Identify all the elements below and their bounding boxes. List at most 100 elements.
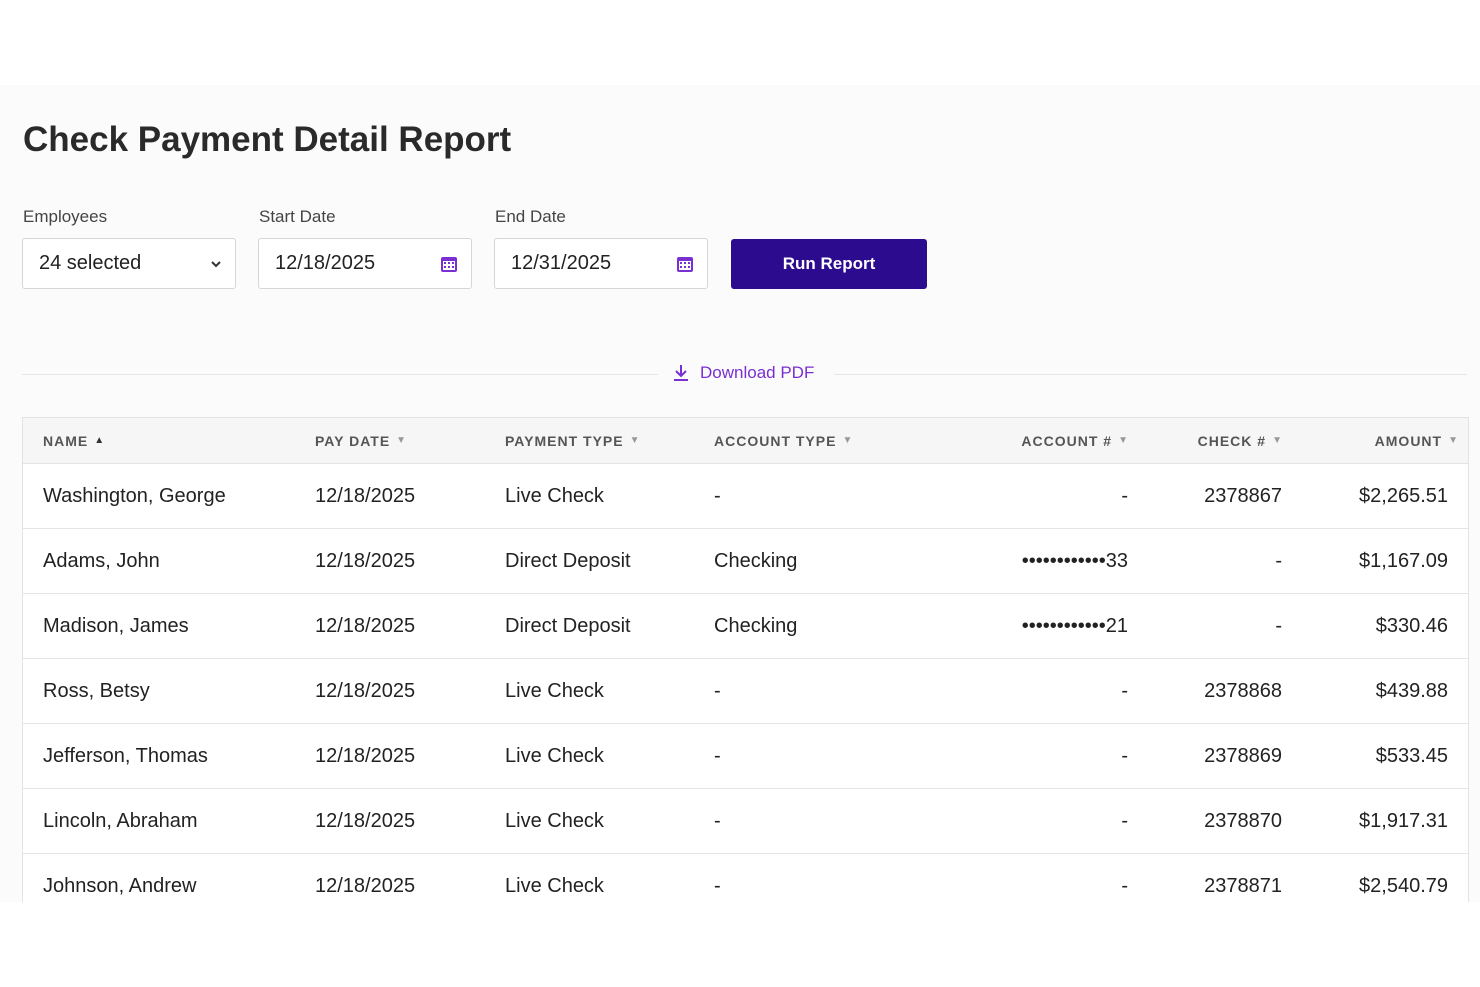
column-header-text: CHECK # [1197, 432, 1267, 449]
table-row: Lincoln, Abraham 12/18/2025 Live Check - - 23… [23, 789, 1468, 854]
table-cell: $2,540.79 [1359, 874, 1448, 897]
sort-icon: ▼ [629, 435, 640, 446]
table-cell: - [1275, 614, 1282, 637]
table-cell: Live Check [505, 744, 604, 767]
sort-icon: ▼ [842, 435, 853, 446]
table-cell: Direct Deposit [505, 614, 631, 637]
table-row: Ross, Betsy 12/18/2025 Live Check - - 2378868… [23, 659, 1468, 724]
column-header[interactable]: ACCOUNT TYPE ▼ [714, 418, 852, 463]
table-cell: - [714, 484, 721, 507]
table-cell: Live Check [505, 874, 604, 897]
table-cell: - [714, 744, 721, 767]
end-date-label: End Date [495, 207, 566, 226]
table-cell: 12/18/2025 [315, 549, 416, 572]
table-cell: - [1121, 809, 1128, 832]
table-row: Washington, George 12/18/2025 Live Check - -… [23, 464, 1468, 529]
table-cell: Checking [714, 614, 798, 637]
download-icon [674, 365, 688, 381]
report-panel: Check Payment Detail Report Employees 24… [0, 85, 1480, 902]
table-cell: ••••••••••••21 [1021, 614, 1128, 637]
column-header[interactable]: NAME ▲ [43, 418, 104, 463]
sort-icon: ▼ [1448, 435, 1458, 446]
table-cell: 2378867 [1204, 484, 1282, 507]
table-cell: - [1121, 484, 1128, 507]
table-cell: - [1121, 679, 1128, 702]
download-pdf-link[interactable]: Download PDF [672, 363, 814, 383]
column-header-text: AMOUNT [1374, 432, 1443, 449]
chevron-icon [211, 261, 221, 268]
table-header: NAME ▲ PAY DATE ▼ PAYMENT TYPE ▼ ACCOUNT TYPE ▼… [23, 418, 1468, 464]
sort-icon: ▼ [1272, 435, 1282, 446]
table-cell: Live Check [505, 484, 604, 507]
table-cell: 2378871 [1204, 874, 1282, 897]
table-cell: Direct Deposit [505, 549, 631, 572]
run-report-button[interactable]: Run Report [731, 239, 927, 289]
column-header[interactable]: ACCOUNT # ▼ [1021, 418, 1128, 463]
column-header[interactable]: CHECK # ▼ [1198, 418, 1282, 463]
table-row: Johnson, Andrew 12/18/2025 Live Check - - 237… [23, 854, 1468, 902]
table-row: Adams, John 12/18/2025 Direct Deposit Check… [23, 529, 1468, 594]
table-cell: - [714, 809, 721, 832]
table-cell: Madison, James [43, 614, 189, 637]
table-cell: - [714, 679, 721, 702]
table-cell: 12/18/2025 [315, 874, 416, 897]
table-cell: ••••••••••••33 [1021, 549, 1128, 572]
table-cell: 12/18/2025 [315, 614, 416, 637]
column-header[interactable]: PAYMENT TYPE ▼ [505, 418, 640, 463]
table-cell: Jefferson, Thomas [43, 744, 208, 767]
calendar-icon[interactable] [675, 254, 695, 274]
table-cell: $2,265.51 [1359, 484, 1448, 507]
table-row: Madison, James 12/18/2025 Direct Deposit Ch… [23, 594, 1468, 659]
page-title: Check Payment Detail Report [23, 120, 512, 159]
column-header-text: PAYMENT TYPE [505, 432, 624, 449]
column-header-text: ACCOUNT # [1021, 432, 1113, 449]
column-header-text: ACCOUNT TYPE [714, 432, 837, 449]
column-header[interactable]: PAY DATE ▼ [315, 418, 406, 463]
column-header-text: PAY DATE [315, 432, 391, 449]
table-row: Jefferson, Thomas 12/18/2025 Live Check - - 2… [23, 724, 1468, 789]
table-cell: 2378868 [1204, 679, 1282, 702]
sort-icon: ▼ [396, 435, 407, 446]
table-cell: - [714, 874, 721, 897]
end-date-input[interactable]: 12/31/2025 [494, 238, 708, 289]
end-date-value: 12/31/2025 [511, 252, 612, 274]
divider [22, 374, 658, 375]
table-cell: $1,917.31 [1359, 809, 1448, 832]
employees-select[interactable]: 24 selected [22, 238, 236, 289]
table-cell: - [1275, 549, 1282, 572]
column-header-text: NAME [43, 432, 89, 449]
table-cell: Live Check [505, 809, 604, 832]
table-cell: 12/18/2025 [315, 679, 416, 702]
table-cell: - [1121, 874, 1128, 897]
start-date-label: Start Date [259, 207, 336, 226]
table-cell: Adams, John [43, 549, 160, 572]
table-cell: Checking [714, 549, 798, 572]
table-cell: $533.45 [1375, 744, 1448, 767]
divider [834, 374, 1467, 375]
table-cell: 12/18/2025 [315, 744, 416, 767]
start-date-value: 12/18/2025 [275, 252, 376, 274]
sort-icon: ▼ [1118, 435, 1128, 446]
employees-label: Employees [23, 207, 108, 226]
table-cell: 2378870 [1204, 809, 1282, 832]
start-date-input[interactable]: 12/18/2025 [258, 238, 472, 289]
table-cell: 12/18/2025 [315, 809, 416, 832]
table-cell: $1,167.09 [1359, 549, 1448, 572]
table-cell: - [1121, 744, 1128, 767]
table-cell: $330.46 [1375, 614, 1448, 637]
table-cell: Live Check [505, 679, 604, 702]
column-header[interactable]: AMOUNT ▼ [1375, 418, 1458, 463]
table-cell: Washington, George [43, 484, 226, 507]
calendar-icon[interactable] [439, 254, 459, 274]
table-cell: Ross, Betsy [43, 679, 150, 702]
table-cell: Johnson, Andrew [43, 874, 197, 897]
report-table: NAME ▲ PAY DATE ▼ PAYMENT TYPE ▼ ACCOUNT TYPE ▼… [22, 417, 1469, 902]
table-cell: Lincoln, Abraham [43, 809, 198, 832]
table-cell: 2378869 [1204, 744, 1282, 767]
table-cell: $439.88 [1375, 679, 1448, 702]
employees-value: 24 selected [39, 252, 142, 274]
download-pdf-text: Download PDF [700, 363, 815, 382]
sort-icon: ▲ [94, 435, 105, 446]
table-cell: 12/18/2025 [315, 484, 416, 507]
